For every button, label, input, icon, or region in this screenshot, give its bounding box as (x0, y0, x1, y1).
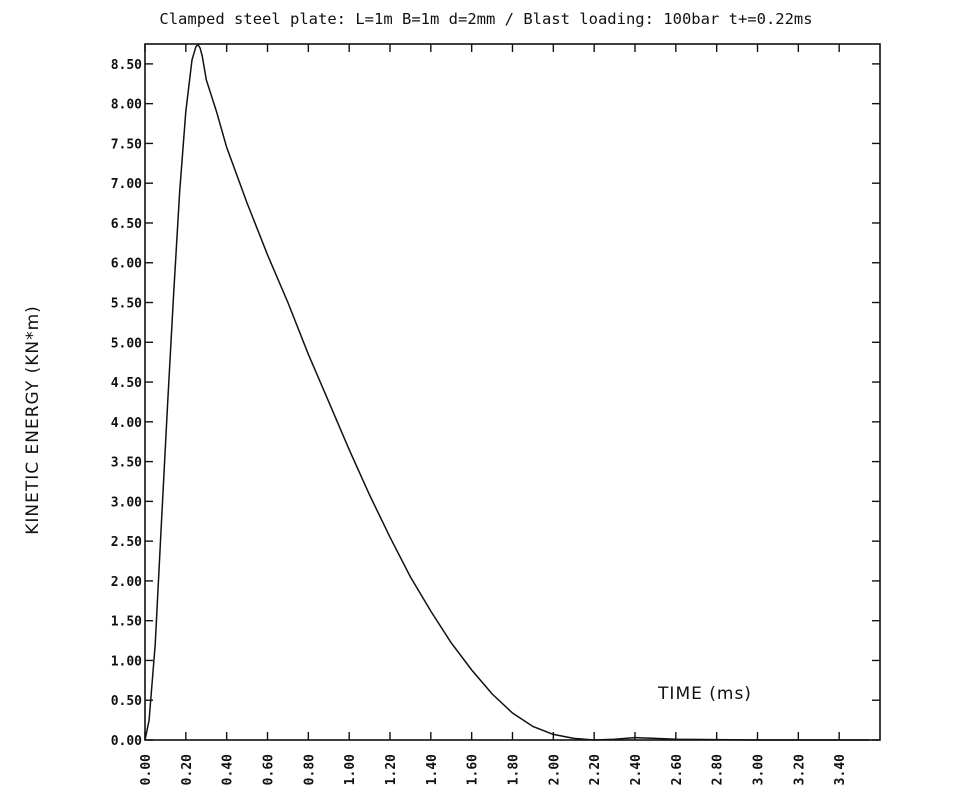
x-tick-labels: 0.00 0.20 0.40 0.60 0.80 1.00 1.20 1.40 1.60 1.80… (139, 754, 848, 785)
y-tick-labels: 0.00 0.50 1.00 1.50 2.00 2.50 3.00 3.50 4.00 4.50… (111, 58, 142, 749)
y-tick-label: 0.00 (111, 734, 142, 749)
x-tick-label: 0.40 (221, 754, 236, 785)
kinetic-energy-curve (144, 43, 870, 741)
y-tick-label: 5.50 (111, 297, 142, 312)
y-tick-label: 4.50 (111, 376, 142, 391)
x-tick-label: 1.80 (507, 754, 522, 785)
x-tick-label: 0.00 (139, 754, 154, 785)
y-tick-label: 3.50 (111, 456, 142, 471)
y-tick-label: 1.50 (111, 615, 142, 630)
x-tick-label: 1.60 (466, 754, 481, 785)
x-tick-label: 2.80 (711, 754, 726, 785)
x-tick-label: 1.00 (343, 754, 358, 785)
x-tick-label: 1.40 (425, 754, 440, 785)
x-tick-label: 0.60 (262, 754, 277, 785)
y-tick-label: 8.00 (111, 98, 142, 113)
y-tick-label: 7.00 (111, 177, 142, 192)
axis-ticks (144, 44, 880, 741)
x-tick-label: 2.00 (547, 754, 562, 785)
y-tick-label: 3.00 (111, 495, 142, 510)
x-tick-label: 3.00 (752, 754, 767, 785)
x-tick-label: 3.40 (833, 754, 848, 785)
y-tick-label: 5.00 (111, 336, 142, 351)
y-tick-label: 4.00 (111, 416, 142, 431)
y-tick-label: 6.50 (111, 217, 142, 232)
y-tick-label: 0.50 (111, 694, 142, 709)
x-tick-label: 3.20 (792, 754, 807, 785)
x-tick-label: 2.20 (588, 754, 603, 785)
x-tick-label: 0.80 (302, 754, 317, 785)
y-tick-label: 2.50 (111, 535, 142, 550)
x-tick-label: 2.40 (629, 754, 644, 785)
x-tick-label: 1.20 (384, 754, 399, 785)
y-tick-label: 8.50 (111, 58, 142, 73)
x-axis-label: TIME (ms) (657, 684, 752, 704)
chart-title: Clamped steel plate: L=1m B=1m d=2mm / B… (159, 10, 812, 28)
y-axis-label: KINETIC ENERGY (KN*m) (23, 305, 43, 535)
x-tick-label: 2.60 (670, 754, 685, 785)
plot-frame (144, 43, 881, 741)
y-tick-label: 7.50 (111, 137, 142, 152)
y-tick-label: 6.00 (111, 257, 142, 272)
y-tick-label: 2.00 (111, 575, 142, 590)
y-tick-label: 1.00 (111, 654, 142, 669)
x-tick-label: 0.20 (180, 754, 195, 785)
